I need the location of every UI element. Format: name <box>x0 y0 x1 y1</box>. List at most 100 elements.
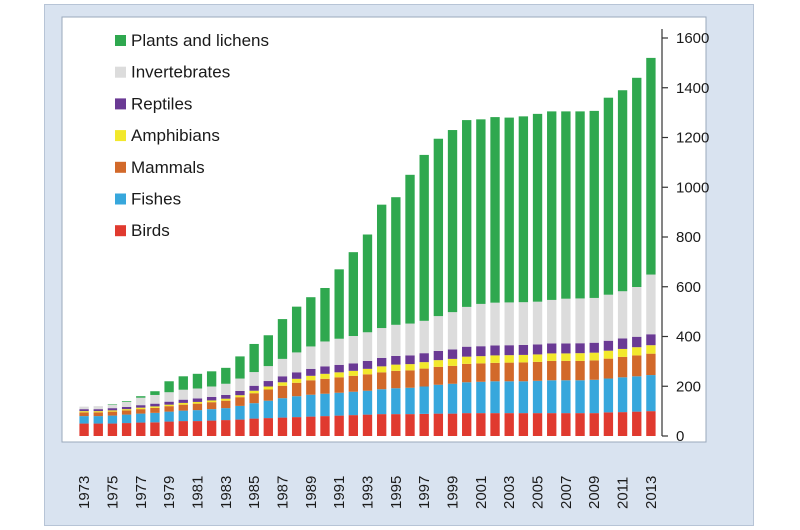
bar-fishes-1983 <box>221 408 231 421</box>
bar-fishes-1993 <box>362 390 373 415</box>
bar-reptiles-1992 <box>348 363 358 371</box>
bar-birds-2007 <box>561 413 571 436</box>
bar-plants-and-lichens-1978 <box>150 391 160 395</box>
x-tick-label-1991: 1991 <box>331 476 348 509</box>
bar-mammals-1973 <box>79 412 89 417</box>
bars-layer <box>79 57 656 437</box>
bar-invertebrates-2013 <box>646 274 656 335</box>
bar-invertebrates-1980 <box>178 389 188 400</box>
bar-amphibians-2007 <box>561 353 571 361</box>
bar-mammals-1975 <box>107 411 118 416</box>
bar-invertebrates-2000 <box>462 306 472 347</box>
bar-invertebrates-1999 <box>447 312 458 350</box>
bar-plants-and-lichens-1975 <box>107 404 118 405</box>
bar-reptiles-1986 <box>263 381 273 387</box>
bar-amphibians-1991 <box>334 372 344 378</box>
bar-amphibians-2004 <box>518 354 529 363</box>
x-tick-label-1997: 1997 <box>416 476 433 509</box>
bar-invertebrates-1979 <box>164 392 174 402</box>
bar-fishes-2004 <box>518 381 529 414</box>
bar-birds-1997 <box>419 413 429 436</box>
bar-mammals-1974 <box>93 412 103 417</box>
bar-reptiles-2012 <box>632 336 642 348</box>
bar-amphibians-2001 <box>476 356 486 364</box>
bar-birds-1973 <box>79 423 89 436</box>
bar-fishes-2012 <box>632 376 642 412</box>
bar-mammals-1987 <box>277 385 288 399</box>
bar-invertebrates-1976 <box>121 401 132 407</box>
y-tick-label-1600: 1600 <box>676 30 709 47</box>
bar-reptiles-1993 <box>362 360 373 369</box>
bar-amphibians-2010 <box>603 350 614 359</box>
bar-amphibians-1977 <box>136 407 146 410</box>
bar-plants-and-lichens-2005 <box>532 113 543 302</box>
y-tick-label-200: 200 <box>676 378 701 395</box>
bar-invertebrates-2001 <box>476 303 486 347</box>
bar-birds-1988 <box>291 417 302 436</box>
bar-birds-2012 <box>632 411 642 436</box>
bar-invertebrates-2009 <box>589 297 599 343</box>
legend-swatch-birds <box>115 225 126 237</box>
bar-mammals-1996 <box>405 370 415 388</box>
bar-mammals-1980 <box>178 404 188 411</box>
bar-reptiles-1999 <box>447 349 458 359</box>
bar-invertebrates-1985 <box>249 372 259 386</box>
bar-reptiles-1974 <box>93 409 103 412</box>
bar-birds-2002 <box>490 413 500 436</box>
bar-birds-1992 <box>348 415 358 436</box>
bar-fishes-2005 <box>532 380 543 414</box>
bar-reptiles-2009 <box>589 342 599 353</box>
x-tick-label-2013: 2013 <box>643 476 660 509</box>
bar-plants-and-lichens-1999 <box>447 130 458 313</box>
bar-reptiles-1979 <box>164 401 174 405</box>
bar-mammals-1993 <box>362 374 373 391</box>
bar-birds-1975 <box>107 423 118 436</box>
bar-invertebrates-1996 <box>405 323 415 356</box>
bar-mammals-2006 <box>547 360 557 381</box>
bar-reptiles-1975 <box>107 408 118 411</box>
bar-amphibians-2002 <box>490 355 500 363</box>
bar-reptiles-1990 <box>320 366 330 374</box>
bar-reptiles-1988 <box>291 372 302 379</box>
bar-reptiles-2002 <box>490 345 500 356</box>
bar-plants-and-lichens-2001 <box>476 119 486 304</box>
bar-birds-1995 <box>391 414 401 436</box>
bar-birds-1989 <box>306 416 316 436</box>
bar-mammals-1992 <box>348 375 358 392</box>
bar-mammals-1990 <box>320 378 330 394</box>
x-tick-label-2009: 2009 <box>586 476 603 509</box>
bar-reptiles-1984 <box>235 390 245 396</box>
bar-invertebrates-2010 <box>603 294 614 341</box>
bar-birds-2013 <box>646 411 656 437</box>
bar-fishes-1997 <box>419 386 429 414</box>
bar-fishes-1977 <box>136 413 146 423</box>
x-tick-label-1975: 1975 <box>104 476 121 509</box>
bar-plants-and-lichens-2004 <box>518 116 529 303</box>
bar-plants-and-lichens-1977 <box>136 396 146 398</box>
bar-mammals-2000 <box>462 363 472 383</box>
bar-invertebrates-1983 <box>221 383 231 395</box>
bar-reptiles-2008 <box>575 343 585 354</box>
bar-amphibians-2000 <box>462 356 472 364</box>
bar-reptiles-1977 <box>136 405 146 408</box>
bar-plants-and-lichens-2008 <box>575 111 585 299</box>
bar-fishes-1975 <box>107 415 118 424</box>
bar-reptiles-1981 <box>192 398 203 402</box>
bar-fishes-1985 <box>249 403 259 419</box>
bar-invertebrates-1990 <box>320 341 330 367</box>
bar-fishes-2013 <box>646 375 656 412</box>
bar-mammals-2003 <box>504 362 514 382</box>
y-tick-label-1400: 1400 <box>676 80 709 97</box>
bar-amphibians-1995 <box>391 364 401 371</box>
bar-fishes-2011 <box>617 377 628 413</box>
legend-label-plants-and-lichens: Plants and lichens <box>131 31 269 50</box>
x-tick-label-1977: 1977 <box>133 476 150 509</box>
bar-fishes-1987 <box>277 398 288 418</box>
bar-birds-1977 <box>136 422 146 436</box>
bar-amphibians-1986 <box>263 386 273 390</box>
legend: Plants and lichens Invertebrates Reptiles A… <box>115 31 269 240</box>
bar-fishes-2007 <box>561 380 571 414</box>
bar-plants-and-lichens-1990 <box>320 287 330 342</box>
bar-mammals-1994 <box>376 372 387 390</box>
